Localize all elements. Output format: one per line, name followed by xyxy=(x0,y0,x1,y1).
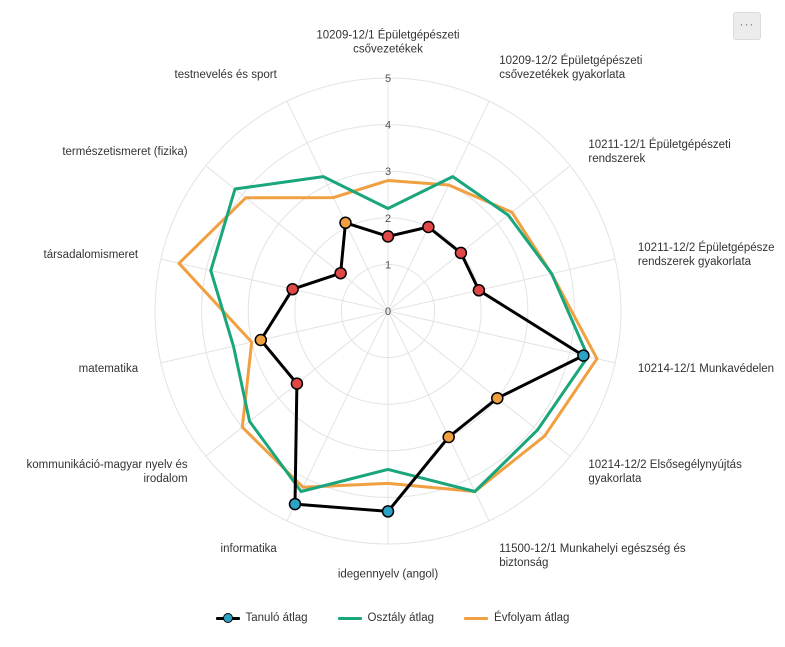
category-label: társadalomismeret xyxy=(44,249,139,261)
legend-item[interactable]: Osztály átlag xyxy=(337,612,435,624)
data-point[interactable] xyxy=(254,333,268,347)
grid-spoke xyxy=(387,310,616,364)
series-0 xyxy=(254,216,590,518)
series-line xyxy=(177,179,599,493)
category-label: 10211-12/2 Épületgépésze rendszerek gyako… xyxy=(638,241,775,268)
grid-spoke xyxy=(160,258,389,312)
radar-series xyxy=(177,175,599,518)
category-label: természetismeret (fizika) xyxy=(62,146,187,158)
radar-grid xyxy=(154,77,622,545)
radial-tick-labels: 0 1 2 3 4 5 xyxy=(385,73,391,318)
grid-spoke xyxy=(387,258,616,312)
series-line xyxy=(209,175,590,493)
legend-swatch xyxy=(215,613,240,623)
data-point[interactable] xyxy=(286,282,299,296)
data-point[interactable] xyxy=(339,216,352,230)
grid-spoke xyxy=(387,310,490,522)
category-label: matematika xyxy=(79,363,139,375)
radial-tick-label: 3 xyxy=(385,166,391,178)
series-line xyxy=(259,221,585,513)
data-point[interactable] xyxy=(334,266,347,280)
radial-tick-label: 5 xyxy=(385,73,391,85)
data-point[interactable] xyxy=(577,349,590,362)
legend-swatch xyxy=(464,613,489,623)
category-label: idegennyelv (angol) xyxy=(338,568,439,580)
grid-spoke xyxy=(387,100,490,312)
category-label: 10209-12/1 Épületgépészeti csővezetékek xyxy=(316,29,459,56)
data-point[interactable] xyxy=(381,230,395,243)
chart-menu-button[interactable]: ··· xyxy=(733,12,761,40)
data-point[interactable] xyxy=(442,430,455,444)
category-label: kommunikáció-magyar nyelv és irodalom xyxy=(27,459,188,485)
radial-tick-label: 2 xyxy=(385,213,391,225)
grid-spoke xyxy=(286,310,389,522)
radial-tick-label: 1 xyxy=(385,259,391,271)
legend-item[interactable]: Évfolyam átlag xyxy=(464,612,569,624)
legend-item[interactable]: Tanuló átlag xyxy=(215,612,308,624)
grid-spoke xyxy=(387,310,571,457)
category-labels: 10209-12/1 Épületgépészeti csővezetékek10… xyxy=(27,29,775,581)
category-label: testnevelés és sport xyxy=(175,69,278,81)
category-label: 10209-12/2 Épületgépészeti csővezetékek g… xyxy=(499,54,642,81)
data-point[interactable] xyxy=(422,220,435,234)
legend-swatch xyxy=(337,613,362,623)
series-1 xyxy=(209,175,590,493)
legend-label: Tanuló átlag xyxy=(245,612,308,624)
category-label: 10214-12/2 Elsősegélynyújtás gyakorlata xyxy=(588,459,742,485)
data-point[interactable] xyxy=(454,246,468,260)
category-label: informatika xyxy=(221,543,278,555)
radar-chart: 0 1 2 3 4 5 10209-12/1 Épületgépészeti csőveze… xyxy=(27,29,775,581)
data-point[interactable] xyxy=(290,377,304,390)
grid-spoke xyxy=(160,310,389,364)
category-label: 11500-12/1 Munkahelyi egészség és biztons… xyxy=(499,543,686,569)
grid-spoke xyxy=(286,100,389,312)
legend-label: Évfolyam átlag xyxy=(494,612,570,624)
radial-tick-label: 0 xyxy=(385,306,391,318)
data-point[interactable] xyxy=(491,391,504,405)
series-2 xyxy=(177,179,599,493)
category-label: 10211-12/1 Épületgépészeti rendszerek xyxy=(588,138,730,165)
category-label: 10214-12/1 Munkavédelen xyxy=(638,363,774,375)
legend-label: Osztály átlag xyxy=(367,612,435,624)
radial-tick-label: 4 xyxy=(385,120,391,132)
grid-spoke xyxy=(387,165,571,312)
data-point[interactable] xyxy=(288,497,302,511)
data-point[interactable] xyxy=(472,284,486,297)
data-point[interactable] xyxy=(381,505,395,518)
chart-legend: Tanuló átlag Osztály átlag Évfolyam átlag xyxy=(0,612,785,624)
